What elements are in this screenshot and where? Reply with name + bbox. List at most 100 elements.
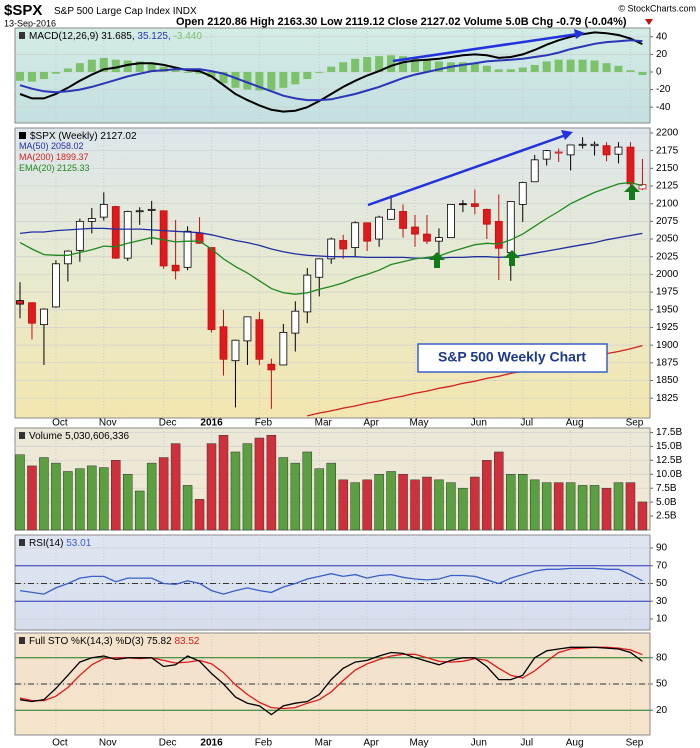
candle-body — [423, 233, 431, 242]
line-series — [19, 39, 643, 102]
legend-entry: EMA(20) 2125.33 — [19, 163, 90, 173]
histogram-bar — [75, 63, 84, 72]
up-arrow — [429, 252, 445, 268]
x-tick-label: Aug — [566, 418, 584, 429]
histogram-bar — [554, 59, 563, 72]
legend-title: $SPX (Weekly) — [30, 131, 98, 142]
candle-body — [111, 206, 120, 259]
line-series — [19, 181, 643, 295]
y-tick-label: 5.0B — [656, 497, 677, 508]
histogram-bar — [399, 56, 408, 72]
line-series — [19, 646, 643, 716]
candle-body — [207, 247, 216, 330]
volume-bar — [374, 474, 384, 531]
candle-body — [411, 226, 419, 235]
histogram-bar — [578, 59, 587, 72]
histogram-bar — [183, 71, 192, 73]
legend-title: RSI(14) — [29, 538, 63, 549]
volume-bar — [15, 454, 25, 531]
legend-title: Full STO %K(14,3) %D(3) — [29, 636, 144, 647]
volume-bar — [589, 485, 600, 531]
candle-body — [87, 218, 96, 222]
legend-value: 75.82 — [147, 636, 172, 647]
candle-body — [16, 300, 24, 305]
volume-bar — [51, 462, 61, 531]
quote-value: 5.0B — [505, 16, 528, 28]
quote-value: 2163.30 — [278, 16, 318, 28]
x-tick-label: May — [410, 738, 429, 748]
volume-bar — [482, 460, 492, 531]
source: © StockCharts.com — [618, 3, 696, 13]
x-tick-label: 2016 — [200, 418, 223, 429]
candle-body — [231, 339, 240, 362]
legend-value: 2125.33 — [57, 163, 90, 173]
volume-bar — [422, 476, 432, 531]
y-tick-label: 50 — [656, 578, 668, 589]
legend-swatch — [19, 432, 25, 439]
legend: $SPX (Weekly) 2127.02 — [30, 131, 137, 142]
y-tick-label: 15.0B — [656, 441, 682, 452]
y-tick-label: 10.0B — [656, 469, 682, 480]
y-tick-label: 2100 — [656, 198, 679, 209]
volume-bar — [266, 434, 277, 531]
candle-body — [219, 326, 228, 360]
candle-body — [638, 184, 647, 190]
y-tick-label: 70 — [656, 560, 668, 571]
histogram-bar — [279, 71, 288, 88]
histogram-bar — [387, 55, 396, 72]
histogram-bar — [434, 61, 443, 72]
histogram-bar — [135, 61, 144, 72]
histogram-bar — [422, 59, 431, 72]
volume-bar — [134, 490, 145, 531]
arrow-head — [574, 29, 585, 39]
histogram-bar — [315, 71, 324, 73]
y-tick-label: 2075 — [656, 216, 679, 227]
x-tick-label: Sep — [626, 738, 644, 748]
histogram-bar — [375, 56, 384, 72]
down-triangle — [645, 19, 653, 25]
x-tick-label: Sep — [626, 418, 644, 429]
candle-body — [327, 238, 336, 260]
volume-bar — [63, 471, 73, 531]
y-tick-label: 1925 — [656, 322, 679, 333]
candle-body — [75, 220, 84, 251]
histogram-bar — [602, 63, 611, 72]
y-tick-label: 2150 — [656, 163, 679, 174]
histogram-bar — [51, 71, 60, 74]
quote-label: High — [250, 16, 275, 28]
histogram-bar — [219, 71, 228, 84]
histogram-bar — [123, 60, 132, 72]
volume-bar — [326, 462, 336, 531]
legend-name: MA(50) — [19, 141, 49, 151]
candle-body — [626, 146, 635, 185]
histogram-bar — [542, 61, 551, 72]
y-tick-label: 2175 — [656, 145, 679, 156]
candle-body — [447, 203, 455, 239]
volume-bar — [470, 476, 480, 531]
quote-label: Open — [176, 16, 204, 28]
histogram-bar — [506, 69, 515, 72]
name: S&P 500 Large Cap Index — [54, 6, 170, 17]
x-tick-label: Apr — [363, 418, 379, 429]
y-tick-label: 90 — [656, 543, 668, 554]
volume-bar — [338, 479, 348, 531]
y-tick-label: 80 — [656, 652, 668, 663]
histogram-bar — [458, 62, 467, 72]
legend: RSI(14) 53.01 — [29, 538, 92, 549]
volume-bar — [158, 457, 169, 531]
legend-name: MA(200) — [19, 152, 54, 162]
candle-body — [578, 143, 587, 146]
histogram-bar — [87, 59, 96, 72]
histogram-bar — [243, 71, 252, 90]
y-tick-label: 2200 — [656, 128, 679, 139]
volume-bar — [290, 462, 301, 531]
histogram-bar — [518, 67, 527, 72]
histogram-bar — [614, 65, 623, 72]
candle-body — [482, 208, 491, 225]
histogram-bar — [39, 71, 48, 80]
candle-body — [52, 263, 60, 308]
x-tick-label: Mar — [315, 738, 333, 748]
quote-value: 2120.86 — [207, 16, 247, 28]
